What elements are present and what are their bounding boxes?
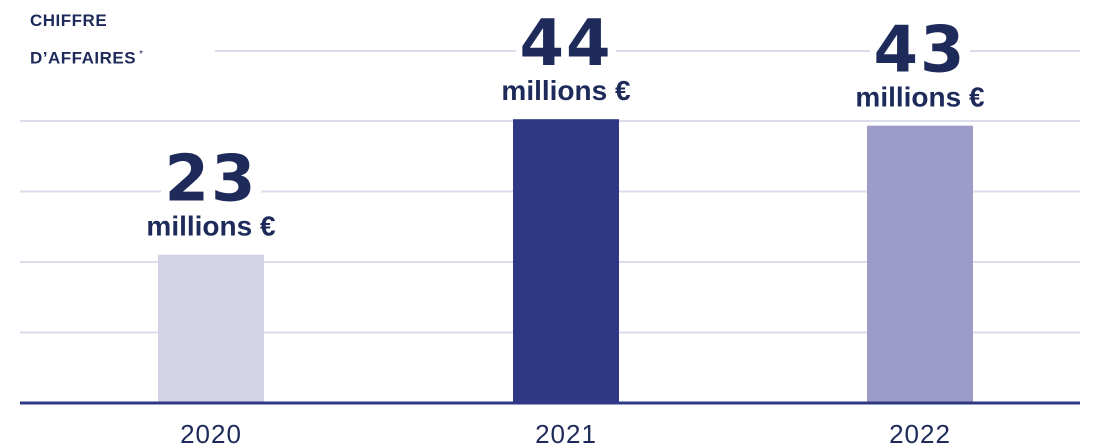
value-unit-label: millions € [501,75,631,106]
x-tick-label: 2021 [535,419,597,447]
value-label-backdrop [161,146,261,205]
value-unit-label: millions € [146,211,276,242]
value-label-backdrop [870,17,970,76]
footnote-marker: * [139,49,144,60]
bar [513,119,619,403]
y-axis-label: CHIFFRE D’AFFAIRES * [30,4,143,76]
y-axis-label-line-2: D’AFFAIRES * [30,38,143,76]
bar [158,254,264,403]
y-axis-label-line-2-text: D’AFFAIRES [30,48,137,68]
y-axis-label-line-1: CHIFFRE [30,11,108,30]
value-unit-label: millions € [855,82,985,113]
value-label: 44 [519,7,612,81]
value-label: 23 [164,143,257,217]
value-label-backdrop [516,11,616,70]
x-tick-label: 2022 [889,419,951,447]
value-label: 43 [873,14,966,88]
x-tick-label: 2020 [180,419,242,447]
bar [867,125,973,404]
